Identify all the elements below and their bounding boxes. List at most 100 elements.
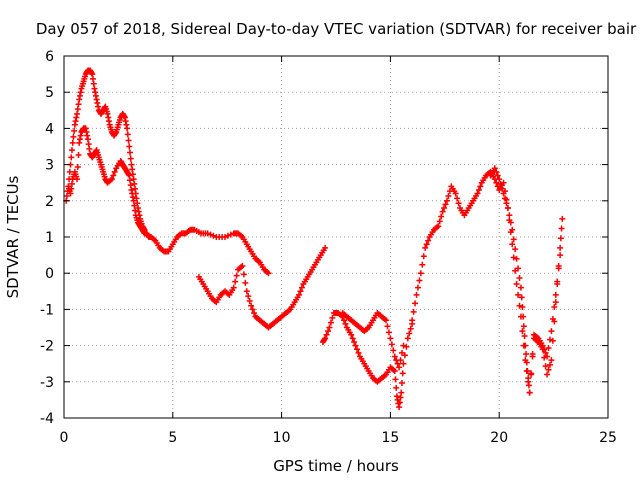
data-point xyxy=(249,306,256,313)
data-point xyxy=(557,235,564,242)
data-point xyxy=(517,284,524,291)
data-point xyxy=(454,195,461,202)
data-point xyxy=(392,376,399,383)
data-point xyxy=(548,328,555,335)
data-point xyxy=(68,154,75,161)
data-point xyxy=(559,215,566,222)
data-point xyxy=(504,205,511,212)
data-point xyxy=(349,335,356,342)
data-point xyxy=(65,183,72,190)
x-tick-label: 0 xyxy=(60,430,69,446)
data-point xyxy=(74,176,81,183)
data-points xyxy=(63,67,566,411)
data-point xyxy=(391,353,398,360)
data-point xyxy=(246,297,253,304)
data-point xyxy=(557,244,564,251)
data-point xyxy=(204,230,211,237)
data-point xyxy=(518,294,525,301)
data-point xyxy=(474,190,481,197)
data-point xyxy=(521,332,528,339)
data-point xyxy=(552,291,559,298)
data-point xyxy=(398,389,405,396)
grid-lines xyxy=(64,56,608,418)
x-tick-label: 10 xyxy=(273,430,291,446)
data-point xyxy=(265,270,272,277)
x-tick-label: 20 xyxy=(490,430,508,446)
data-point xyxy=(545,345,552,352)
data-point xyxy=(439,208,446,215)
x-axis-label: GPS time / hours xyxy=(273,457,399,475)
data-point xyxy=(551,318,558,325)
data-point xyxy=(416,277,423,284)
data-point xyxy=(417,270,424,277)
data-point xyxy=(445,192,452,199)
data-point xyxy=(222,234,229,240)
data-point xyxy=(323,331,330,338)
data-point xyxy=(399,349,406,356)
x-tick-label: 5 xyxy=(168,430,177,446)
data-point xyxy=(422,244,429,251)
data-point xyxy=(523,351,530,358)
data-point xyxy=(529,353,536,360)
data-point xyxy=(406,330,413,337)
data-point xyxy=(399,370,406,377)
data-point xyxy=(248,302,255,309)
data-point xyxy=(542,363,549,370)
data-point xyxy=(548,357,555,364)
data-point xyxy=(522,342,529,349)
data-point xyxy=(528,371,535,378)
data-point xyxy=(383,317,390,324)
data-point xyxy=(507,219,514,226)
data-point xyxy=(475,186,482,193)
data-point xyxy=(493,168,500,175)
data-point xyxy=(141,226,148,233)
data-point xyxy=(126,143,133,150)
data-point xyxy=(410,308,417,315)
data-point xyxy=(390,347,397,354)
data-point xyxy=(546,336,553,343)
data-point xyxy=(224,232,231,239)
data-point xyxy=(71,127,78,134)
data-point xyxy=(69,139,76,146)
data-point xyxy=(384,323,391,330)
data-point xyxy=(400,342,407,349)
axes: 0 5 10 15 20 25 -4 -3 -2 -1 0 1 2 3 4 5 6 xyxy=(40,49,617,446)
data-point xyxy=(545,366,552,373)
data-point xyxy=(232,278,239,285)
data-point xyxy=(108,176,115,183)
data-point xyxy=(355,349,362,356)
data-point xyxy=(207,231,214,238)
data-point xyxy=(525,375,532,382)
y-tick-label: -1 xyxy=(40,302,54,318)
data-point xyxy=(412,300,419,307)
data-point xyxy=(502,195,509,202)
data-point xyxy=(524,367,531,374)
y-tick-label: 2 xyxy=(45,194,54,210)
data-point xyxy=(546,361,553,368)
data-point xyxy=(393,384,400,391)
data-point xyxy=(516,275,523,282)
data-point xyxy=(552,299,559,306)
data-point xyxy=(520,313,527,320)
data-point xyxy=(539,346,546,353)
y-tick-label: -4 xyxy=(40,411,54,427)
data-point xyxy=(515,291,522,298)
data-point xyxy=(496,176,503,183)
data-point xyxy=(322,244,329,251)
data-point xyxy=(351,338,358,345)
data-point xyxy=(551,303,558,310)
data-point xyxy=(494,172,501,179)
data-point xyxy=(210,232,217,239)
data-point xyxy=(455,200,462,207)
data-point xyxy=(354,346,361,353)
data-point xyxy=(549,337,556,344)
data-point xyxy=(525,382,532,389)
data-point xyxy=(125,137,132,144)
data-point xyxy=(438,213,445,220)
y-tick-label: 0 xyxy=(45,266,54,282)
y-tick-label: 4 xyxy=(45,121,54,137)
data-point xyxy=(509,226,516,233)
data-point xyxy=(558,225,565,232)
data-point xyxy=(420,253,427,260)
